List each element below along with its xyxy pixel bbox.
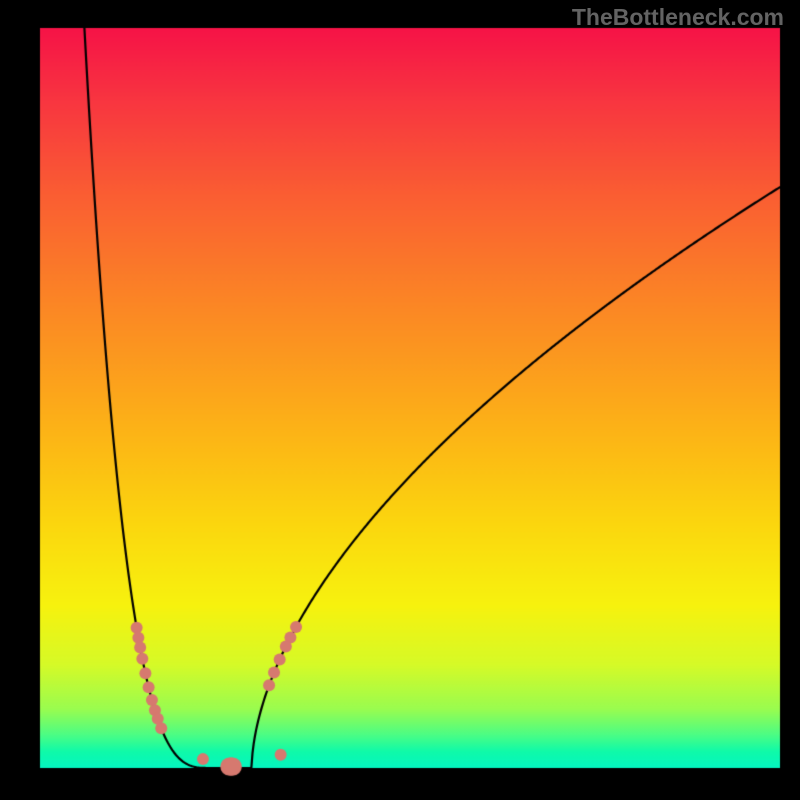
bottleneck-chart [0,0,800,800]
watermark-text: TheBottleneck.com [572,4,784,31]
